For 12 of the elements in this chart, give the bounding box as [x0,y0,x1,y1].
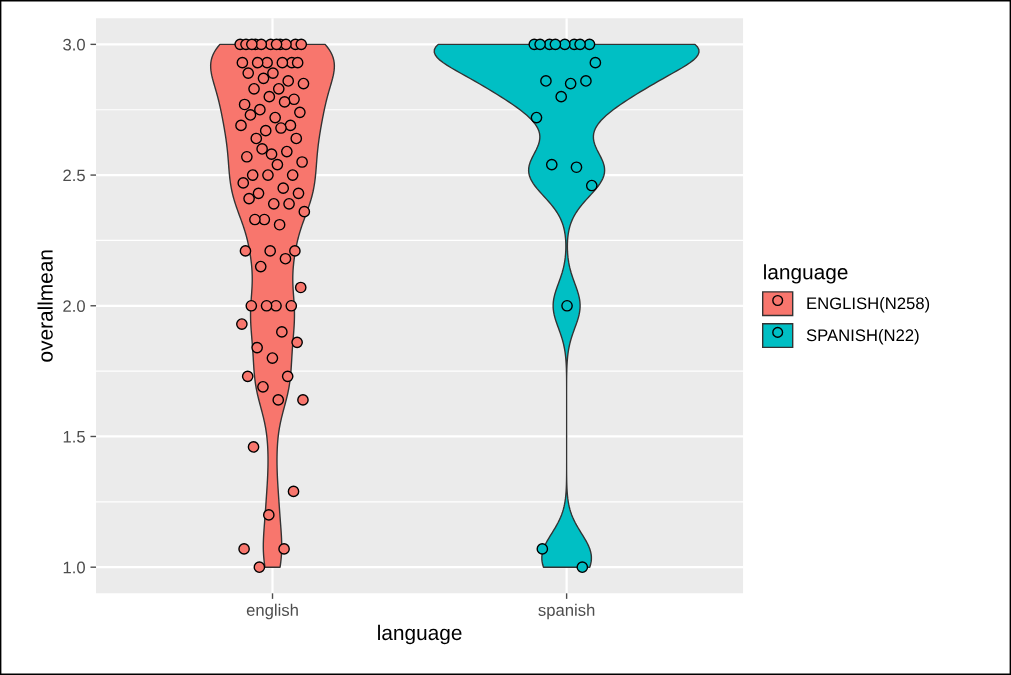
y-tick-label: 2.0 [63,300,85,312]
y-tick-label: 3.0 [63,38,85,51]
x-tick-label: spanish [538,603,595,620]
x-tick-label: english [246,603,298,620]
y-tick-label: 2.5 [63,169,85,182]
legend-title: language [378,624,462,645]
x-axis-title: language [764,264,848,284]
y-tick-label: 1.0 [63,561,85,574]
y-tick-label: 1.5 [63,431,85,443]
legend-label: ENGLISH(N258) [807,296,930,313]
y-axis-title: overallmean [37,250,53,362]
legend-label: SPANISH(N22) [806,328,919,345]
